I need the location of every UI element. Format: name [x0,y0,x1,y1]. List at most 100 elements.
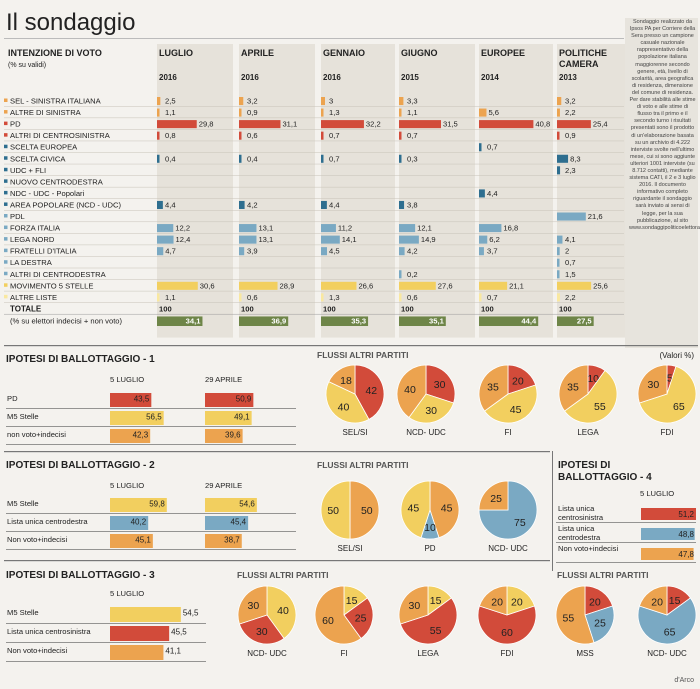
pie-slice-label: 45 [510,404,522,416]
ballot-row-rule [6,408,296,409]
vote-bar [479,247,484,256]
column-year: 2014 [481,73,499,82]
undecided-bar [479,316,539,326]
vote-value: 2,5 [165,97,176,106]
vote-bar [321,200,327,209]
table-row-rule [4,290,624,292]
vote-bar [321,108,324,117]
vote-value: 0,7 [487,143,498,152]
vote-bar [399,247,405,256]
credit: d'Arco [674,677,694,684]
party-color-marker [4,248,8,253]
ballot-date-label: 5 LUGLIO [110,589,144,598]
total-value: 100 [241,304,254,313]
vote-bar [557,166,561,175]
ballot-title: IPOTESI DI BALLOTTAGGIO - 1 [6,354,155,365]
vote-value: 25,6 [593,281,608,290]
column-year: 2013 [559,73,577,82]
ballot-bar [110,516,149,530]
vote-bar [557,247,560,256]
vote-bar [321,293,324,302]
party-color-marker [4,271,8,276]
ballot-row-rule [556,542,696,543]
party-color-marker [4,98,8,102]
ballot-value: 42,3 [133,431,149,440]
party-label: SCELTA CIVICA [10,154,66,163]
vote-bar [239,224,257,233]
party-color-marker [4,144,8,149]
ballot-value: 47,8 [678,550,694,559]
vote-bar [239,293,242,302]
undecided-bar [239,316,289,326]
vote-bar [239,131,242,140]
ballot-category-label: centrosinistra [558,513,604,522]
section-rule [4,345,698,347]
pie-slice-label: 10 [587,373,599,385]
ballot-bar [110,498,167,512]
ballot-value: 45,5 [171,628,187,637]
party-color-marker [4,133,8,137]
ballot-row-rule [6,426,296,427]
ballot-category-label: centrodestra [558,533,601,542]
vote-value: 32,2 [366,120,381,129]
vote-value: 0,9 [565,131,576,140]
total-value: 100 [323,304,336,313]
pie-slice [555,585,595,645]
pie-label: NCD- UDC [406,428,446,437]
vote-value: 0,7 [329,154,340,163]
pie-slice-label: 60 [501,627,513,639]
vote-value: 8,3 [570,154,581,163]
ballot-category-label: M5 Stelle [7,499,39,508]
vote-value: 0,7 [329,131,340,140]
ballot-value: 54,5 [183,609,199,618]
vote-bar [557,108,560,117]
pie-slice-label: 15 [669,595,681,607]
vote-value: 28,9 [280,281,295,290]
ballot-bar [205,498,257,512]
undecided-value: 34,1 [186,316,202,325]
pie-group-title: FLUSSI ALTRI PARTITI [237,570,328,580]
pie-slice [638,365,697,424]
vote-bar [557,212,586,221]
party-label: FRATELLI D'ITALIA [10,247,78,256]
pie-slice-label: 45 [408,502,420,514]
pie-slice-label: 55 [563,613,575,625]
vote-bar [479,108,487,117]
table-row-rule [4,279,624,280]
undecided-value: 44,4 [521,316,537,325]
ballot-value: 51,2 [678,510,694,519]
vote-value: 27,6 [438,281,453,290]
ballot-row-rule [556,522,696,523]
vote-bar [399,131,402,140]
table-row-rule [4,117,624,119]
ballot-value: 39,6 [225,431,241,440]
pie-group-title: FLUSSI ALTRI PARTITI [557,570,648,580]
party-color-marker [4,190,8,195]
total-value: 100 [481,304,494,313]
vote-value: 3 [329,97,333,106]
ballot-category-label: M5 Stelle [7,412,39,421]
pie-group-title: FLUSSI ALTRI PARTITI [317,460,408,470]
vote-value: 1,1 [165,293,176,302]
vote-value: 3,2 [247,97,258,106]
pie-slice [425,364,456,404]
vote-bar [321,131,324,140]
table-row-rule [4,106,624,107]
table-row-rule [4,256,624,257]
ballot-value: 50,9 [236,395,252,404]
pie-slice [398,585,429,625]
party-label: ALTRE LISTE [10,293,57,302]
ballot-value: 48,8 [678,530,694,539]
ballot-bar [205,534,242,548]
pie-slice-label: 30 [409,600,421,612]
vote-value: 1,1 [407,108,418,117]
ballot-row-rule [6,661,206,662]
vote-value: 0,7 [487,293,498,302]
ballot-date-label: 29 APRILE [205,481,242,490]
vote-bar [399,235,419,244]
party-label: SEL - SINISTRA ITALIANA [10,97,102,106]
column-header: POLITICHE [559,48,607,58]
pie-slice-label: 75 [514,517,526,529]
vote-bar [557,281,592,290]
